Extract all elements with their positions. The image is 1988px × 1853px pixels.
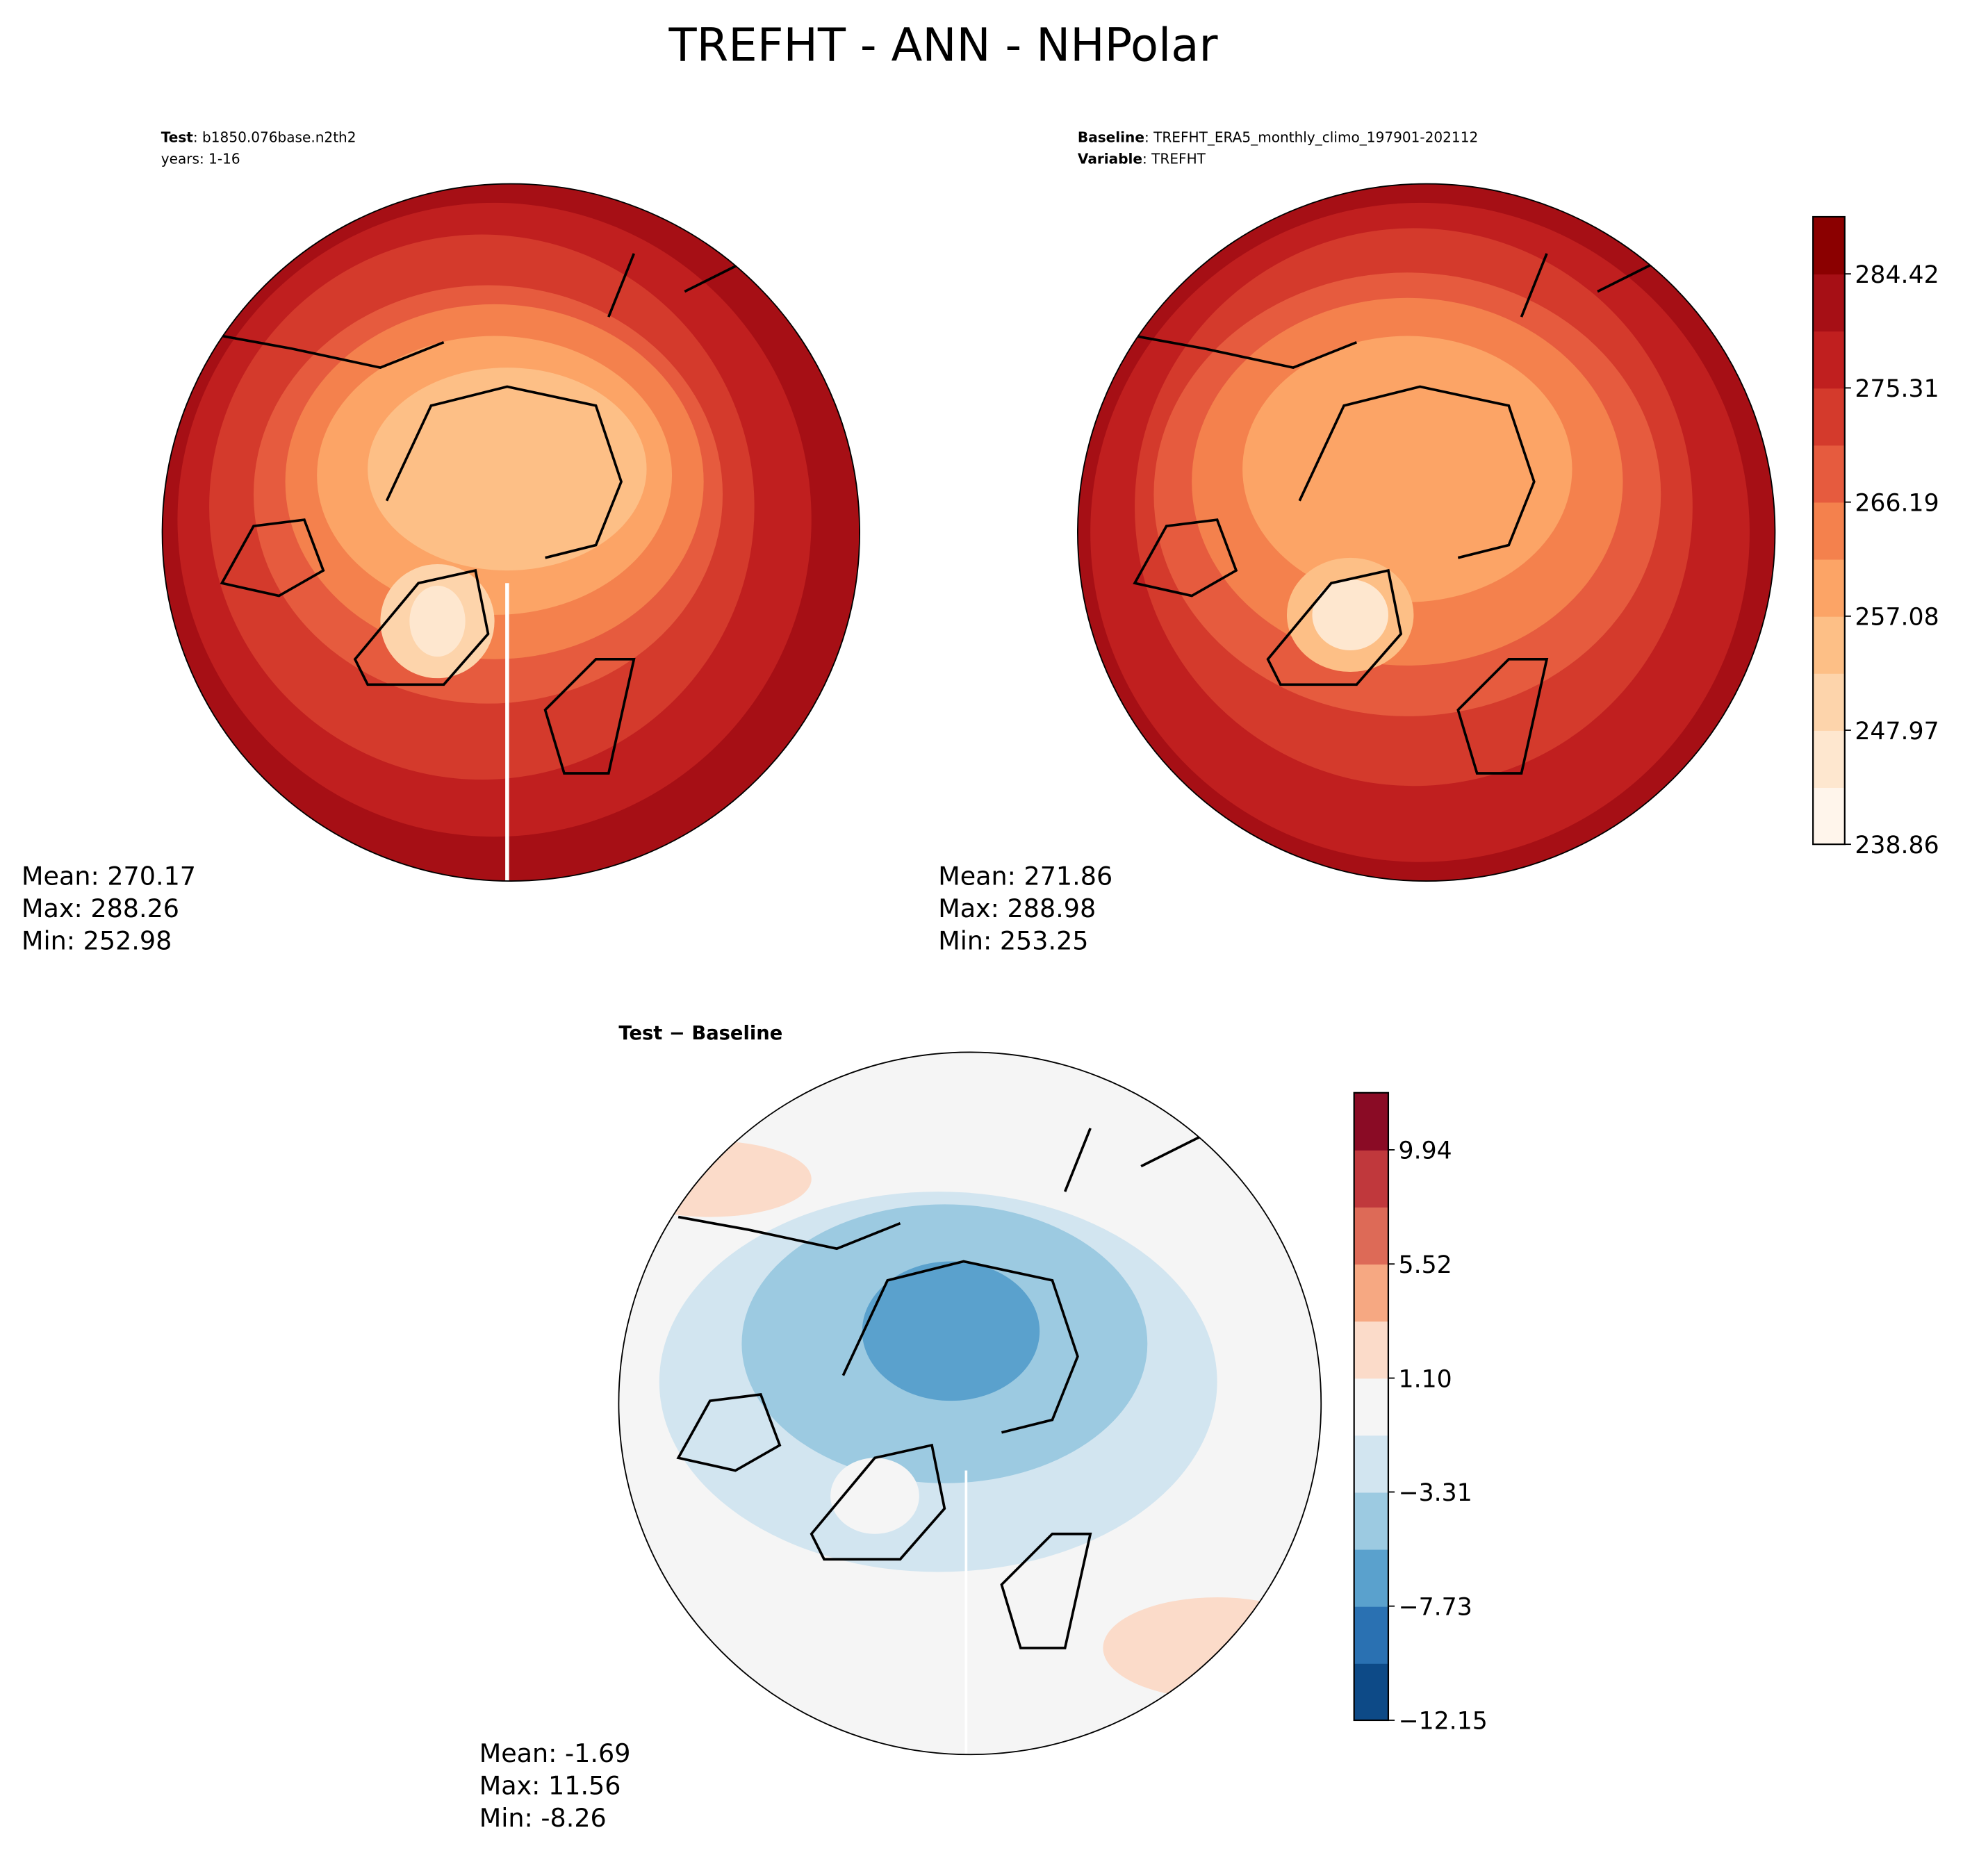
colorbar-tick-label: −3.31 <box>1399 1479 1472 1507</box>
colorbar-tick-label: 1.10 <box>1399 1365 1452 1393</box>
stat-text: Max: 288.26 <box>22 893 179 923</box>
header-text: : TREFHT_ERA5_monthly_climo_197901-20211… <box>1144 129 1478 145</box>
colorbar-frame <box>1353 1092 1390 1722</box>
colorbar-band <box>1813 616 1845 674</box>
colorbar-tick-label: 284.42 <box>1855 261 1939 289</box>
colorbar-band <box>1354 1663 1388 1721</box>
header-label: Test − Baseline <box>618 1023 782 1044</box>
colorbar-band <box>1813 559 1845 617</box>
stat-text: Max: 288.98 <box>938 893 1096 923</box>
colorbar-tick-label: 5.52 <box>1399 1251 1452 1279</box>
colorbar-band <box>1354 1321 1388 1379</box>
colorbar-band <box>1813 673 1845 731</box>
header-label: Variable <box>1078 150 1142 167</box>
colorbar-band <box>1354 1378 1388 1436</box>
colorbar-band <box>1813 445 1845 503</box>
colorbar-tick-label: 275.31 <box>1855 375 1939 403</box>
colorbar-tick-label: 238.86 <box>1855 832 1939 859</box>
stat-text: Min: 252.98 <box>22 926 172 956</box>
map-field <box>1077 183 1775 882</box>
header-text: : TREFHT <box>1142 150 1206 167</box>
map-boundary <box>161 183 861 882</box>
panel-header: years: 1-16 <box>161 150 240 167</box>
panel-header: Baseline: TREFHT_ERA5_monthly_climo_1979… <box>1078 129 1478 145</box>
stat-text: Mean: 270.17 <box>22 862 196 891</box>
colorbar-band <box>1813 787 1845 846</box>
stat-text: Mean: 271.86 <box>938 862 1112 891</box>
stat-text: Mean: -1.69 <box>479 1738 631 1768</box>
colorbar-band <box>1354 1264 1388 1322</box>
colorbar-band <box>1813 388 1845 446</box>
panel-header: Variable: TREFHT <box>1078 150 1206 167</box>
colorbar-band <box>1813 502 1845 560</box>
colorbar-band <box>1813 331 1845 389</box>
colorbar-tick-label: 266.19 <box>1855 489 1939 517</box>
colorbar-band <box>1354 1207 1388 1265</box>
header-label: Baseline <box>1078 129 1144 145</box>
stat-text: Max: 11.56 <box>479 1771 621 1801</box>
figure-title: TREFHT - ANN - NHPolar <box>668 19 1218 72</box>
colorbar-tick-label: 9.94 <box>1399 1137 1452 1165</box>
map-boundary <box>1077 183 1776 882</box>
header-text: years: 1-16 <box>161 150 240 167</box>
colorbar-band <box>1354 1435 1388 1493</box>
colorbar-band <box>1813 274 1845 332</box>
colorbar-band <box>1354 1492 1388 1550</box>
colorbar-tick-label: −7.73 <box>1399 1593 1472 1621</box>
colorbar-tick-label: 247.97 <box>1855 718 1939 746</box>
stat-text: Min: -8.26 <box>479 1803 607 1833</box>
panel-header: Test − Baseline <box>618 1023 782 1044</box>
map-field <box>162 183 860 882</box>
stat-text: Min: 253.25 <box>938 926 1088 956</box>
colorbar-frame <box>1812 215 1846 846</box>
colorbar-band <box>1813 730 1845 788</box>
coastline <box>1133 252 1675 775</box>
colorbar-tick-label: −12.15 <box>1399 1708 1488 1736</box>
map-boundary <box>618 1051 1322 1756</box>
colorbar-band <box>1354 1092 1388 1151</box>
colorbar-band <box>1354 1549 1388 1607</box>
coastline <box>220 252 762 775</box>
coastline <box>676 1127 1218 1649</box>
panel-header: Test: b1850.076base.n2th2 <box>161 129 356 145</box>
header-text: : b1850.076base.n2th2 <box>193 129 356 145</box>
header-label: Test <box>161 129 194 145</box>
colorbar-band <box>1354 1149 1388 1208</box>
colorbar-band <box>1813 217 1845 275</box>
colorbar-band <box>1354 1606 1388 1664</box>
colorbar-tick-label: 257.08 <box>1855 604 1939 632</box>
